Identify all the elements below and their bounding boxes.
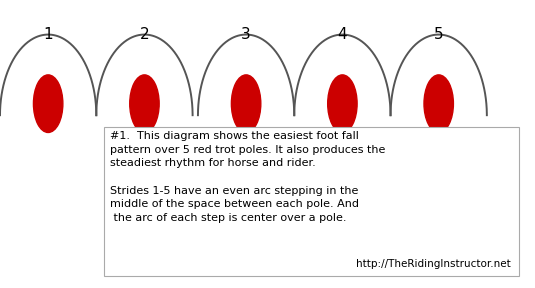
Text: Strides 1-5 have an even arc stepping in the
middle of the space between each po: Strides 1-5 have an even arc stepping in… <box>110 186 358 223</box>
Ellipse shape <box>328 75 357 132</box>
Text: 1: 1 <box>43 27 53 42</box>
Ellipse shape <box>232 75 261 132</box>
Text: 5: 5 <box>434 27 444 42</box>
Text: #1.  This diagram shows the easiest foot fall
pattern over 5 red trot poles. It : #1. This diagram shows the easiest foot … <box>110 131 385 168</box>
Ellipse shape <box>130 75 159 132</box>
Text: 3: 3 <box>241 27 251 42</box>
Text: http://TheRidingInstructor.net: http://TheRidingInstructor.net <box>356 259 511 269</box>
Text: 2: 2 <box>140 27 149 42</box>
FancyBboxPatch shape <box>104 127 519 276</box>
Ellipse shape <box>424 75 453 132</box>
Ellipse shape <box>33 75 63 132</box>
Text: 4: 4 <box>338 27 347 42</box>
